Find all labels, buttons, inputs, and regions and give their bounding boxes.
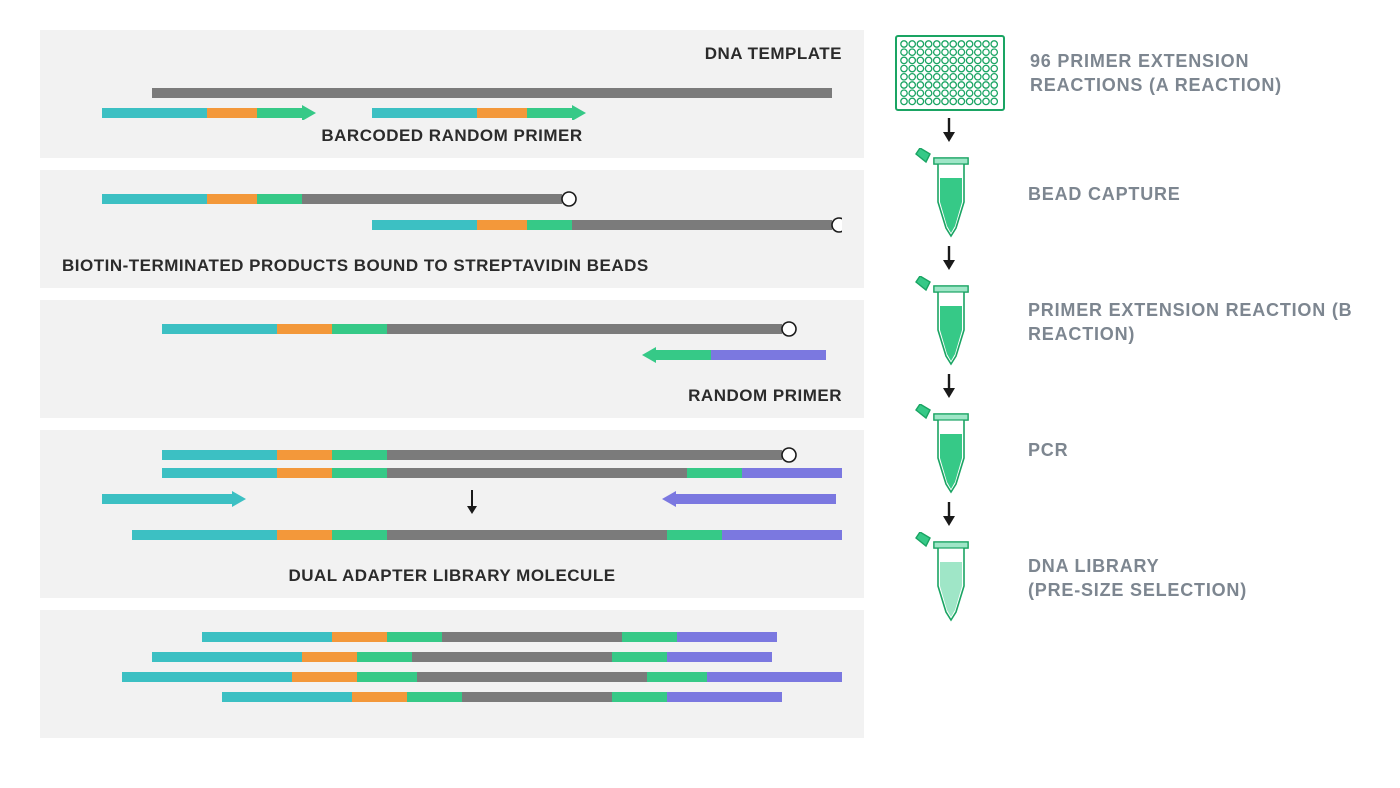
step-row: PCR [894, 404, 1360, 496]
tube-icon [914, 532, 984, 624]
panel-label: DNA TEMPLATE [62, 44, 842, 64]
tube-icon [914, 148, 984, 240]
step-label: BEAD CAPTURE [1028, 182, 1181, 206]
panel-svg [62, 70, 842, 120]
panel-p3: RANDOM PRIMER [40, 300, 864, 418]
step-row: BEAD CAPTURE [894, 148, 1360, 240]
step-row: PRIMER EXTENSION REACTION (B REACTION) [894, 276, 1360, 368]
tube-icon [914, 276, 984, 368]
panel-svg [62, 624, 842, 726]
left-column: DNA TEMPLATE BARCODED RANDOM PRIMER BIOT… [40, 30, 864, 738]
diagram-container: DNA TEMPLATE BARCODED RANDOM PRIMER BIOT… [40, 30, 1360, 738]
flow-arrow [894, 372, 1004, 400]
panel-svg [62, 314, 842, 380]
right-column: 96 PRIMER EXTENSION REACTIONS (A REACTIO… [894, 30, 1360, 738]
panel-label: BIOTIN-TERMINATED PRODUCTS BOUND TO STRE… [62, 256, 842, 276]
flow-arrow [894, 500, 1004, 528]
panel-svg [62, 184, 842, 250]
panel-p4: DUAL ADAPTER LIBRARY MOLECULE [40, 430, 864, 598]
panel-label: RANDOM PRIMER [62, 386, 842, 406]
panel-p1: DNA TEMPLATE BARCODED RANDOM PRIMER [40, 30, 864, 158]
panel-label: DUAL ADAPTER LIBRARY MOLECULE [62, 566, 842, 586]
panel-label: BARCODED RANDOM PRIMER [62, 126, 842, 146]
flow-arrow [894, 244, 1004, 272]
step-label: DNA LIBRARY(PRE-SIZE SELECTION) [1028, 554, 1247, 603]
flow-arrow-icon [939, 500, 959, 528]
panel-svg [62, 444, 842, 560]
flow-arrow-icon [939, 116, 959, 144]
flow-arrow-icon [939, 244, 959, 272]
flow-arrow-icon [939, 372, 959, 400]
step-label: 96 PRIMER EXTENSION REACTIONS (A REACTIO… [1030, 49, 1360, 98]
flow-arrow [894, 116, 1004, 144]
step-row: DNA LIBRARY(PRE-SIZE SELECTION) [894, 532, 1360, 624]
step-label: PRIMER EXTENSION REACTION (B REACTION) [1028, 298, 1360, 347]
panel-p5 [40, 610, 864, 738]
step-icon-wrap [894, 404, 1004, 496]
step-icon-wrap [894, 532, 1004, 624]
tube-icon [914, 404, 984, 496]
step-row: 96 PRIMER EXTENSION REACTIONS (A REACTIO… [894, 34, 1360, 112]
step-icon-wrap [894, 34, 1006, 112]
panel-p2: BIOTIN-TERMINATED PRODUCTS BOUND TO STRE… [40, 170, 864, 288]
plate-icon [894, 34, 1006, 112]
step-icon-wrap [894, 148, 1004, 240]
step-label: PCR [1028, 438, 1068, 462]
step-icon-wrap [894, 276, 1004, 368]
